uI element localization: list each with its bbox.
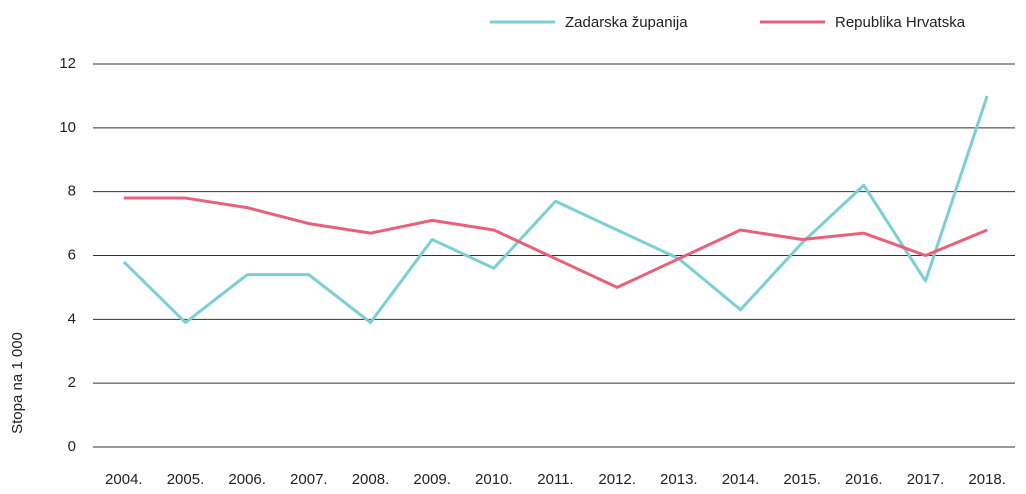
x-tick-label: 2010. [475,471,513,488]
x-tick-label: 2011. [537,471,573,488]
y-tick-label: 12 [59,55,76,72]
x-tick-label: 2012. [598,471,636,488]
x-tick-label: 2015. [783,471,821,488]
x-tick-label: 2016. [845,471,883,488]
x-tick-label: 2017. [907,471,945,488]
y-tick-label: 4 [68,310,76,327]
x-tick-label: 2007. [290,471,328,488]
y-tick-label: 8 [68,183,76,200]
series-line [123,196,988,289]
y-tick-label: 2 [68,374,76,391]
y-tick-label: 0 [68,438,76,455]
legend-label: Zadarska županija [565,14,688,31]
x-tick-label: 2004. [105,471,143,488]
x-tick-label: 2006. [228,471,266,488]
x-tick-label: 2013. [660,471,698,488]
y-tick-label: 10 [59,119,76,136]
x-tick-label: 2008. [352,471,390,488]
x-tick-label: 2009. [413,471,451,488]
x-tick-label: 2005. [167,471,205,488]
x-tick-label: 2014. [722,471,760,488]
y-axis-label: Stopa na 1 000 [9,332,26,434]
series-line [122,95,989,325]
legend-label: Republika Hrvatska [835,14,966,31]
x-tick-label: 2018. [968,471,1006,488]
y-tick-label: 6 [68,246,76,263]
